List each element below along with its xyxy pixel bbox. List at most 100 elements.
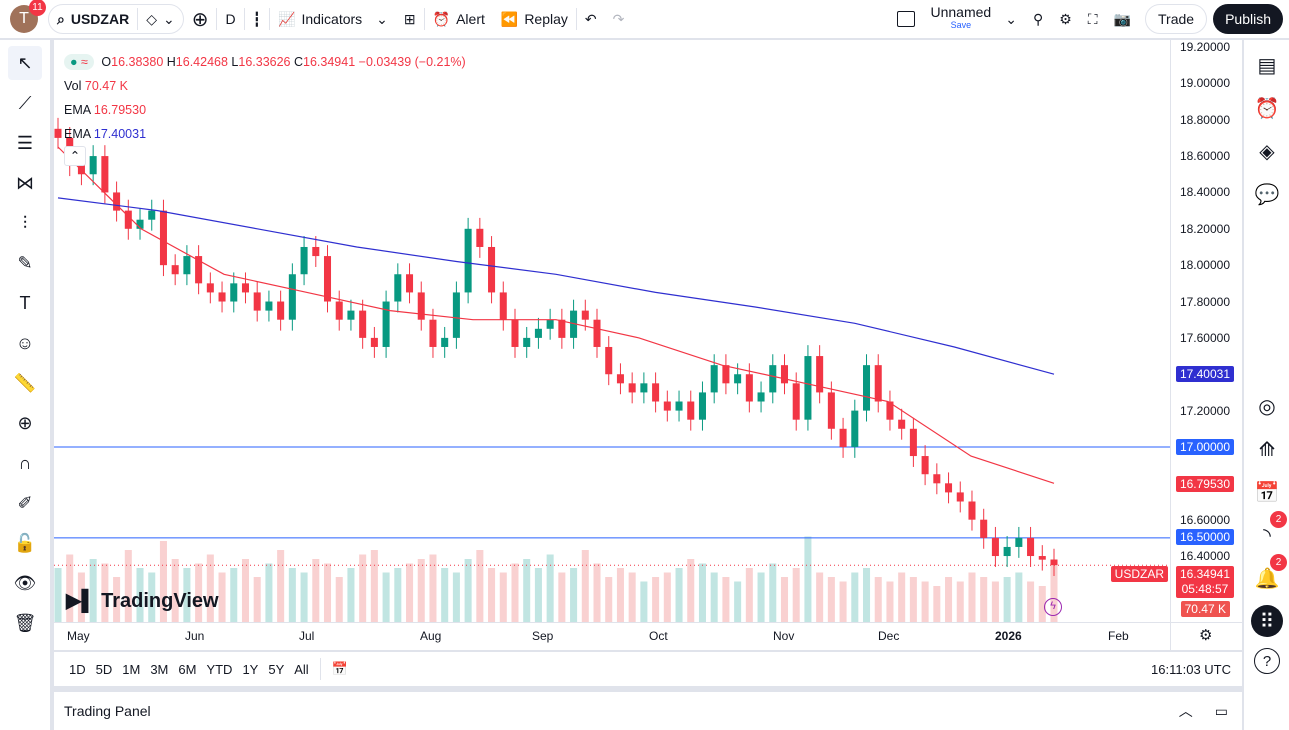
bell-icon[interactable]: 🔔 2 <box>1251 554 1287 594</box>
candle-body <box>792 383 800 420</box>
alert-button[interactable]: ⏰ Alert <box>432 10 485 28</box>
ema-fast-line <box>57 146 1055 484</box>
volume-bar <box>406 563 414 622</box>
publish-button[interactable]: Publish <box>1213 4 1283 34</box>
layout-button[interactable]: Unnamed Save ⌄ <box>889 0 1025 38</box>
candle-body <box>909 428 917 457</box>
price-tick: 18.00000 <box>1179 258 1230 273</box>
redo-button[interactable]: ↷ <box>612 10 625 27</box>
range-1d[interactable]: 1D <box>69 661 86 677</box>
goto-date-icon[interactable]: 📅 <box>331 661 348 676</box>
calendar-icon[interactable]: 📅 <box>1254 481 1280 504</box>
candle-body <box>1038 556 1046 560</box>
volume-bar <box>991 581 999 622</box>
eye-icon[interactable]: 👁 <box>13 572 37 593</box>
range-ytd[interactable]: YTD <box>206 661 233 677</box>
feed-icon[interactable]: ◝ 2 <box>1251 511 1287 551</box>
candle-body <box>511 319 519 347</box>
apps-icon[interactable]: ⠿ <box>1251 605 1283 637</box>
status-dots: ● ≈ <box>64 54 94 70</box>
brush-icon[interactable]: ✎ <box>17 252 33 273</box>
ruler-icon[interactable]: 📏 <box>13 372 37 393</box>
candle-body <box>206 283 214 293</box>
volume-bar <box>101 563 109 622</box>
range-all[interactable]: All <box>294 661 309 677</box>
axis-settings-icon[interactable]: ⚙ <box>1199 627 1213 644</box>
forecast-icon[interactable]: ⫶ <box>22 212 28 233</box>
candles-icon[interactable]: ┇ <box>252 10 262 27</box>
candle-body <box>968 501 976 520</box>
candle-body <box>827 392 835 429</box>
trading-panel[interactable]: Trading Panel ︿ ▭ <box>54 692 1242 730</box>
candle-body <box>441 337 449 347</box>
candle-body <box>628 383 636 393</box>
candle-body <box>663 401 671 411</box>
range-6m[interactable]: 6M <box>178 661 197 677</box>
fib-icon[interactable]: ☰ <box>16 132 34 153</box>
pattern-icon[interactable]: ⋈ <box>16 172 34 193</box>
watchlist-icon[interactable]: ▤ <box>1257 54 1277 77</box>
add-symbol-button[interactable]: ⊕ <box>191 8 209 31</box>
price-tick: 18.40000 <box>1179 185 1230 200</box>
candle-body <box>991 537 999 557</box>
alarm-clock-icon[interactable]: ⏰ <box>1254 97 1280 120</box>
maximize-icon[interactable]: ▭ <box>1214 702 1228 719</box>
volume-bar <box>687 559 695 622</box>
symbol-tag: USDZAR <box>1110 566 1168 582</box>
price-chart[interactable] <box>54 40 1242 650</box>
text-icon[interactable]: T <box>19 292 31 313</box>
range-1m[interactable]: 1M <box>122 661 141 677</box>
symbol-search[interactable]: ⌕ USDZAR ◇ ⌄ <box>48 4 184 34</box>
fullscreen-icon[interactable]: ⛶ <box>1087 10 1098 27</box>
volume-bar <box>980 577 988 622</box>
volume-bar <box>745 568 753 622</box>
templates-icon[interactable]: ⊞ <box>403 10 416 27</box>
layers-icon[interactable]: ◈ <box>1259 140 1275 163</box>
chevron-up-icon[interactable]: ︿ <box>1178 703 1193 719</box>
interval-button[interactable]: D <box>225 11 236 27</box>
trash-icon[interactable]: 🗑 <box>13 612 37 633</box>
avatar[interactable]: T 11 <box>10 0 46 33</box>
lock-icon[interactable]: 🔓 <box>13 532 37 553</box>
ideas-icon[interactable]: ⟰ <box>1258 438 1276 461</box>
magnet-icon[interactable]: ∩ <box>18 452 32 473</box>
volume-bar <box>382 572 390 622</box>
target-icon[interactable]: ◎ <box>1258 395 1276 418</box>
cursor-icon[interactable]: ↖ <box>8 46 42 80</box>
collapse-legend-button[interactable]: ⌃ <box>64 146 86 166</box>
chart-pane[interactable]: ● ≈ O16.38380 H16.42468 L16.33626 C16.34… <box>54 40 1242 650</box>
volume-bar <box>1015 572 1023 622</box>
candle-body <box>136 219 144 229</box>
trade-button[interactable]: Trade <box>1145 4 1208 34</box>
range-5d[interactable]: 5D <box>95 661 113 677</box>
indicators-button[interactable]: 📈 Indicators ⌄ <box>278 10 388 28</box>
volume-bar <box>66 554 74 622</box>
quick-search-icon[interactable]: ⚲ <box>1032 10 1044 27</box>
volume-bar <box>581 550 589 622</box>
range-1y[interactable]: 1Y <box>242 661 259 677</box>
zoom-in-icon[interactable]: ⊕ <box>17 412 33 433</box>
volume-bar <box>874 577 882 622</box>
volume-bar <box>136 568 144 622</box>
lightning-icon[interactable]: ϟ <box>1044 598 1062 616</box>
volume-bar <box>265 563 273 622</box>
range-3m[interactable]: 3M <box>150 661 169 677</box>
settings-icon[interactable]: ⚙ <box>1059 10 1072 27</box>
camera-icon[interactable]: 📷 <box>1113 10 1132 27</box>
volume-bar <box>277 550 285 622</box>
trend-line-icon[interactable]: ⟋ <box>18 92 32 113</box>
volume-bar <box>488 568 496 622</box>
lock-drawing-icon[interactable]: ✐ <box>17 492 33 513</box>
compare-dropdown[interactable]: ◇ ⌄ <box>138 0 183 38</box>
chat-icon[interactable]: 💬 <box>1254 183 1280 206</box>
emoji-icon[interactable]: ☺ <box>15 332 35 353</box>
volume-bar <box>441 568 449 622</box>
volume-bar <box>77 572 85 622</box>
price-tick: 17.80000 <box>1179 294 1230 309</box>
candle-body <box>89 156 97 175</box>
undo-button[interactable]: ↶ <box>584 10 597 27</box>
range-5y[interactable]: 5Y <box>268 661 285 677</box>
candle-body <box>769 365 777 393</box>
replay-button[interactable]: ⏪ Replay <box>500 10 568 28</box>
help-icon[interactable]: ? <box>1254 648 1280 674</box>
